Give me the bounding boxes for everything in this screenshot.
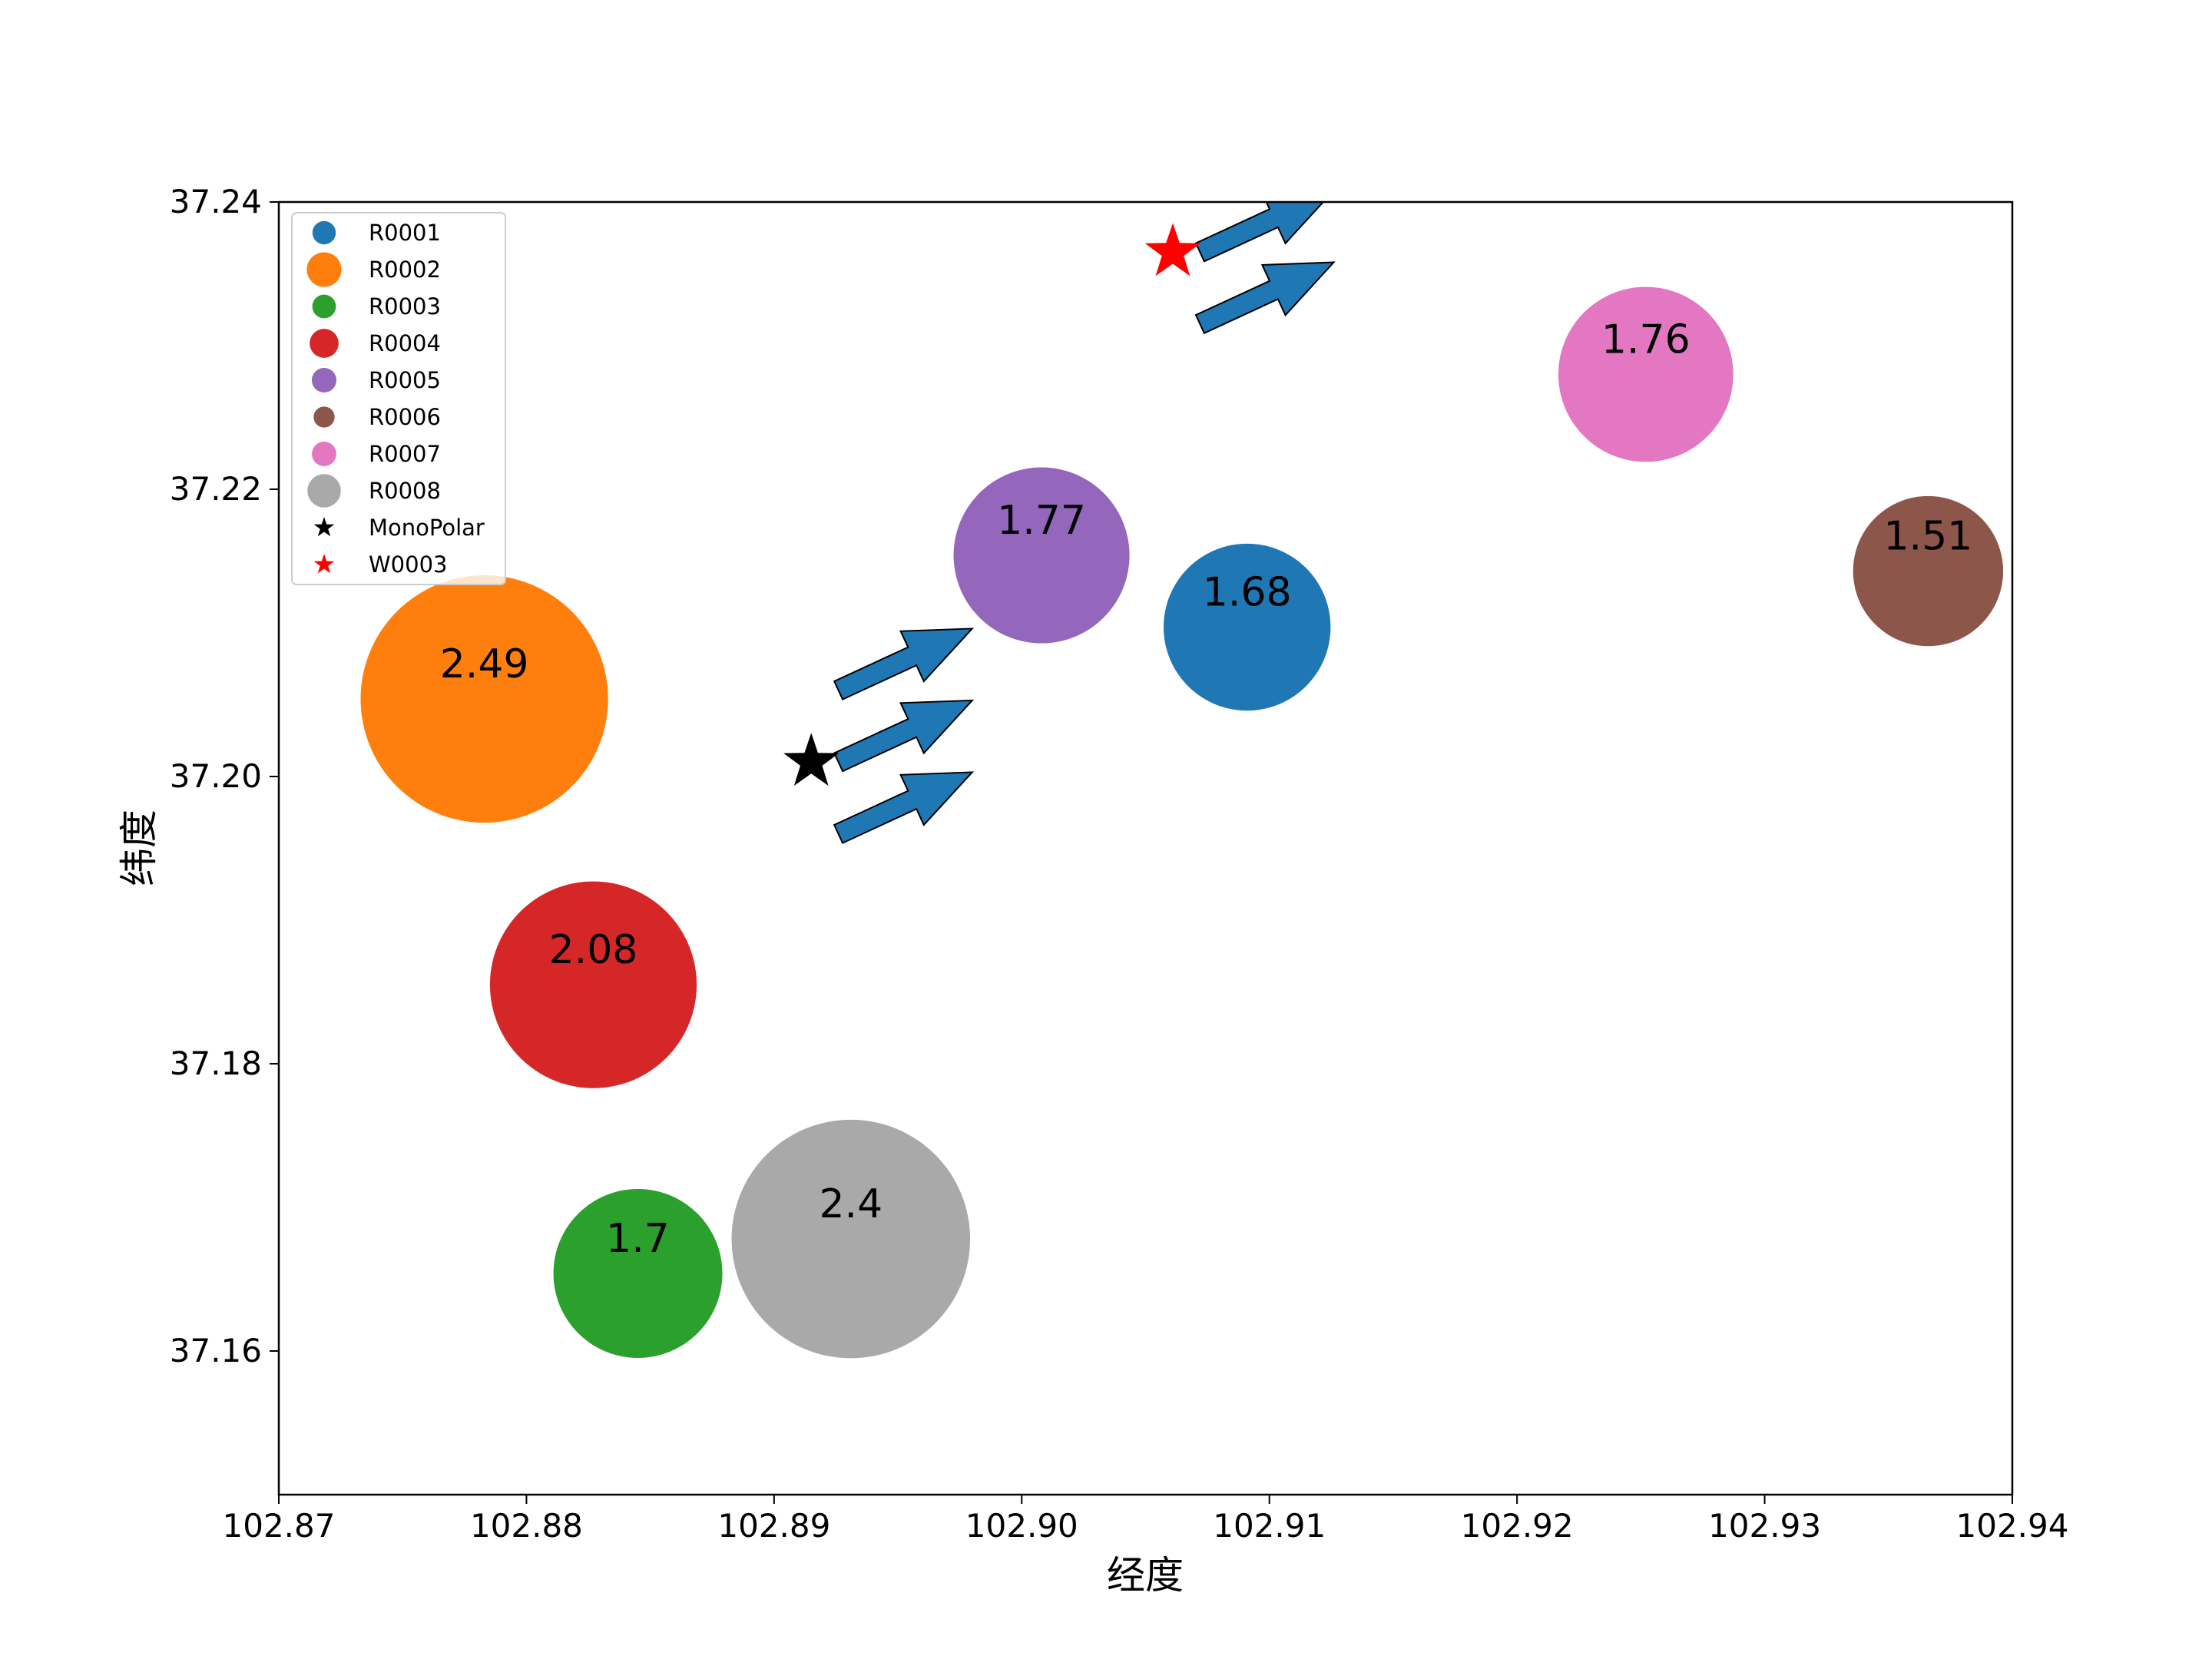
bubble-label-r0004: 2.08: [549, 927, 638, 973]
legend-swatch-r0001: [312, 220, 336, 245]
y-tick-label: 37.18: [170, 1045, 262, 1082]
bubble-label-r0006: 1.51: [1883, 514, 1972, 560]
x-tick-label: 102.92: [1461, 1507, 1574, 1545]
plot-frame: [277, 200, 2014, 1496]
legend-label-monopolar: MonoPolar: [369, 515, 485, 541]
bubble-label-r0002: 2.49: [440, 641, 529, 687]
x-tick-label: 102.91: [1213, 1507, 1326, 1545]
legend-swatch-r0008: [307, 474, 341, 508]
x-tick-label: 102.90: [965, 1507, 1078, 1545]
bubble-r0003: [553, 1189, 723, 1359]
legend-label-r0003: R0003: [369, 293, 441, 320]
y-tick-label: 37.20: [170, 757, 262, 795]
axes: 102.87 102.88 102.89 102.90 102.91 102.92 102.…: [170, 183, 2069, 1545]
legend-swatch-r0007: [312, 442, 336, 466]
legend-label-r0007: R0007: [369, 441, 441, 467]
arrow-5: [1194, 261, 1336, 335]
bubble-label-r0005: 1.77: [997, 498, 1086, 544]
y-axis-title: 纬度: [117, 810, 161, 886]
y-tick-label: 37.16: [170, 1332, 262, 1369]
arrow-2: [833, 628, 975, 700]
marker-monopolar: [783, 733, 839, 786]
plot-marks: 1.68 2.49 1.7 2.08 1.77 1.51 1.76 2.4: [360, 202, 2004, 1359]
legend-swatch-r0002: [306, 252, 342, 287]
legend-swatch-r0004: [310, 329, 339, 358]
arrow-4: [1194, 202, 1325, 263]
bubble-label-r0007: 1.76: [1601, 316, 1690, 363]
y-tick-label: 37.22: [170, 470, 262, 508]
legend-swatch-w0003: [313, 554, 335, 574]
legend-label-r0008: R0008: [369, 478, 441, 504]
legend-swatch-r0003: [312, 294, 336, 319]
arrow-1: [833, 699, 975, 773]
bubble-r0008: [731, 1119, 971, 1359]
x-tick-label: 102.88: [470, 1507, 583, 1545]
arrow-3: [833, 771, 975, 844]
bubble-r0006: [1853, 495, 2004, 647]
legend-box: [291, 212, 506, 585]
legend: R0001 R0002 R0003 R0004 R0005 R0006 R0007 R0008…: [291, 212, 506, 585]
bubble-label-r0003: 1.7: [606, 1216, 670, 1262]
legend-label-r0002: R0002: [369, 257, 441, 283]
bubble-r0004: [489, 881, 697, 1088]
bubble-r0005: [953, 467, 1130, 644]
x-tick-label: 102.89: [717, 1507, 830, 1545]
bubble-r0002: [360, 575, 608, 823]
legend-label-w0003: W0003: [369, 551, 447, 578]
bubble-r0007: [1558, 286, 1734, 462]
x-tick-label: 102.94: [1956, 1507, 2069, 1545]
marker-w0003: [1144, 223, 1201, 276]
legend-swatch-r0006: [313, 406, 335, 428]
legend-swatch-r0005: [311, 367, 337, 393]
legend-label-r0004: R0004: [369, 330, 441, 356]
y-tick-label: 37.24: [170, 183, 262, 220]
x-tick-label: 102.93: [1708, 1507, 1821, 1545]
x-axis-title: 经度: [1107, 1553, 1184, 1598]
legend-label-r0001: R0001: [369, 220, 441, 246]
legend-swatch-monopolar: [313, 517, 335, 537]
legend-label-r0005: R0005: [369, 367, 441, 393]
bubble-r0001: [1163, 543, 1331, 711]
bubble-label-r0008: 2.4: [819, 1181, 882, 1227]
x-tick-label: 102.87: [223, 1507, 336, 1545]
bubble-label-r0001: 1.68: [1203, 570, 1292, 616]
legend-label-r0006: R0006: [369, 404, 441, 430]
